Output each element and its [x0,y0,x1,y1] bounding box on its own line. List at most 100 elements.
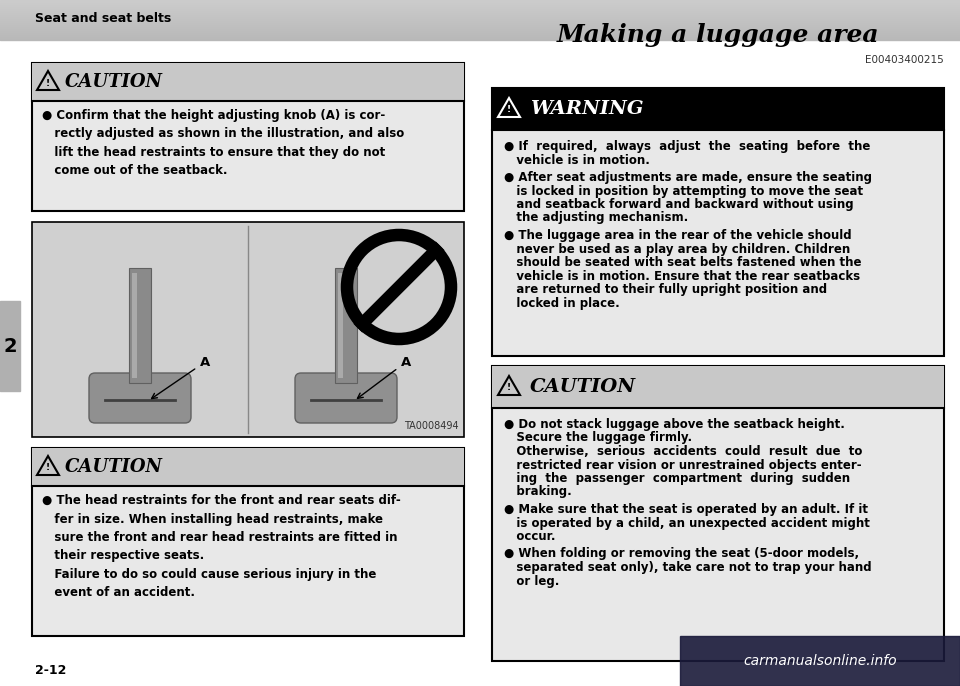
Bar [0,24,960,25]
Bar [680,636,960,686]
Bar [0,39,960,40]
Bar [0,32,960,33]
Bar [0,30,960,31]
FancyBboxPatch shape [89,373,191,423]
FancyBboxPatch shape [295,373,397,423]
Text: 2: 2 [3,337,17,355]
Bar [0,19,960,20]
Text: !: ! [46,464,50,473]
Bar [0,18,960,19]
Bar [0,12,960,13]
Bar [338,273,343,378]
Bar [0,7,960,8]
Text: ● If  required,  always  adjust  the  seating  before  the: ● If required, always adjust the seating… [504,140,871,153]
Text: never be used as a play area by children. Children: never be used as a play area by children… [504,242,851,255]
Text: ● Make sure that the seat is operated by an adult. If it: ● Make sure that the seat is operated by… [504,503,868,516]
Bar [0,22,960,23]
Bar [0,10,960,11]
Bar [0,14,960,15]
Text: ing  the  passenger  compartment  during  sudden: ing the passenger compartment during sud… [504,472,851,485]
Text: ● The luggage area in the rear of the vehicle should: ● The luggage area in the rear of the ve… [504,229,852,242]
Text: A: A [357,355,411,399]
Text: is operated by a child, an unexpected accident might: is operated by a child, an unexpected ac… [504,517,870,530]
Bar [0,11,960,12]
Bar [0,27,960,28]
Bar [0,28,960,29]
Text: are returned to their fully upright position and: are returned to their fully upright posi… [504,283,828,296]
Bar [0,6,960,7]
Bar [0,16,960,17]
Text: should be seated with seat belts fastened when the: should be seated with seat belts fastene… [504,256,861,269]
Bar [0,1,960,2]
Bar [32,63,464,101]
Bar [0,34,960,35]
Bar [0,15,960,16]
Bar [0,2,960,3]
Text: braking.: braking. [504,486,572,499]
Bar [0,23,960,24]
Bar [0,25,960,26]
Text: 2-12: 2-12 [35,665,66,678]
Text: locked in place.: locked in place. [504,296,620,309]
Text: WARNING: WARNING [530,100,643,118]
Text: ● Confirm that the height adjusting knob (A) is cor-
   rectly adjusted as shown: ● Confirm that the height adjusting knob… [42,109,404,178]
Text: carmanualsonline.info: carmanualsonline.info [743,654,897,668]
Bar [0,38,960,39]
Text: Otherwise,  serious  accidents  could  result  due  to: Otherwise, serious accidents could resul… [504,445,862,458]
Text: A: A [152,355,210,399]
Text: restricted rear vision or unrestrained objects enter-: restricted rear vision or unrestrained o… [504,458,862,471]
Bar [492,88,944,356]
Bar [0,35,960,36]
Text: Making a luggage area: Making a luggage area [557,23,879,47]
Text: !: ! [507,383,511,392]
Bar [32,63,464,211]
Bar [0,5,960,6]
Text: and seatback forward and backward without using: and seatback forward and backward withou… [504,198,853,211]
Bar [0,13,960,14]
Text: ● When folding or removing the seat (5-door models,: ● When folding or removing the seat (5-d… [504,547,859,560]
Bar [32,448,464,636]
Text: CAUTION: CAUTION [65,458,163,476]
Bar [0,17,960,18]
Text: ● After seat adjustments are made, ensure the seating: ● After seat adjustments are made, ensur… [504,171,872,184]
Bar [335,268,357,383]
Bar [0,31,960,32]
Bar [0,0,960,1]
Bar [0,3,960,4]
Bar [32,222,464,437]
Text: CAUTION: CAUTION [530,378,636,396]
Bar [129,268,151,383]
Text: Secure the luggage firmly.: Secure the luggage firmly. [504,431,692,445]
Text: TA0008494: TA0008494 [404,421,459,431]
Text: occur.: occur. [504,530,556,543]
Text: the adjusting mechanism.: the adjusting mechanism. [504,211,688,224]
Bar [0,8,960,9]
Text: vehicle is in motion.: vehicle is in motion. [504,154,650,167]
Bar [0,21,960,22]
Text: CAUTION: CAUTION [65,73,163,91]
Text: vehicle is in motion. Ensure that the rear seatbacks: vehicle is in motion. Ensure that the re… [504,270,860,283]
Text: Seat and seat belts: Seat and seat belts [35,12,171,25]
Text: !: ! [507,106,511,115]
Bar [32,448,464,486]
Bar [0,36,960,37]
Bar [132,273,137,378]
Text: !: ! [46,78,50,88]
Bar [0,26,960,27]
Bar [0,29,960,30]
Text: is locked in position by attempting to move the seat: is locked in position by attempting to m… [504,185,863,198]
Text: separated seat only), take care not to trap your hand: separated seat only), take care not to t… [504,561,872,574]
Bar [492,88,944,130]
Bar [492,366,944,661]
Text: E00403400215: E00403400215 [865,55,944,65]
Text: or leg.: or leg. [504,574,560,587]
Bar [0,20,960,21]
Bar [492,366,944,408]
Text: ● Do not stack luggage above the seatback height.: ● Do not stack luggage above the seatbac… [504,418,845,431]
Bar [0,37,960,38]
Text: ● The head restraints for the front and rear seats dif-
   fer in size. When ins: ● The head restraints for the front and … [42,494,400,600]
Bar [0,301,20,391]
Bar [0,9,960,10]
Bar [0,33,960,34]
Bar [0,4,960,5]
